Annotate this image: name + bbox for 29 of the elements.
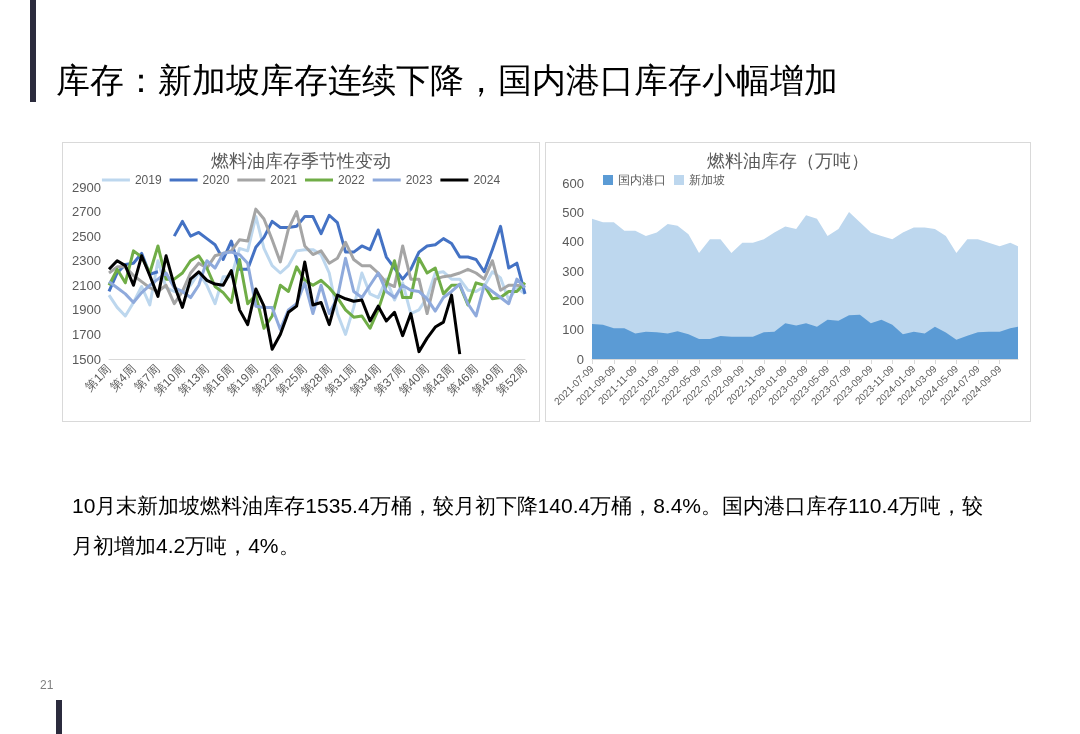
y-tick-label: 400 — [562, 234, 584, 250]
legend-label: 新加坡 — [689, 173, 725, 187]
y-tick-label: 2700 — [72, 204, 101, 220]
legend-label: 2021 — [270, 173, 298, 187]
chart-title: 燃料油库存（万吨） — [707, 151, 869, 171]
y-tick-label: 0 — [576, 351, 584, 367]
y-tick-label: 100 — [562, 322, 584, 338]
text: 库存：新加坡库存连续下降，国内港口库存小幅增加 — [56, 60, 838, 101]
chart-title: 燃料油库存季节性变动 — [211, 151, 391, 171]
y-tick-label: 500 — [562, 204, 584, 220]
y-tick-label: 2500 — [72, 228, 101, 244]
legend-label: 2024 — [473, 173, 501, 187]
y-tick-label: 1700 — [72, 326, 101, 342]
y-tick-label: 200 — [562, 292, 584, 308]
text: 10月末新加坡燃料油库存1535.4万桶，较月初下降140.4万桶，8.4%。国内港口库存110.4万吨，较月初增加4.2万吨，4%。 — [72, 493, 984, 559]
legend-label: 2022 — [338, 173, 366, 187]
legend-label: 2020 — [202, 173, 230, 187]
y-tick-label: 300 — [562, 263, 584, 279]
legend-label: 2023 — [405, 173, 433, 187]
line-series — [107, 254, 462, 356]
y-tick-label: 2300 — [72, 253, 101, 269]
y-tick-label: 1900 — [72, 302, 101, 318]
y-tick-label: 1500 — [72, 351, 101, 367]
text: 21 — [40, 678, 54, 692]
y-tick-label: 600 — [562, 175, 584, 191]
y-tick-label: 2100 — [72, 277, 101, 293]
y-tick-label: 2900 — [72, 179, 101, 195]
legend-label: 2019 — [134, 173, 162, 187]
legend-label: 国内港口 — [618, 173, 666, 187]
